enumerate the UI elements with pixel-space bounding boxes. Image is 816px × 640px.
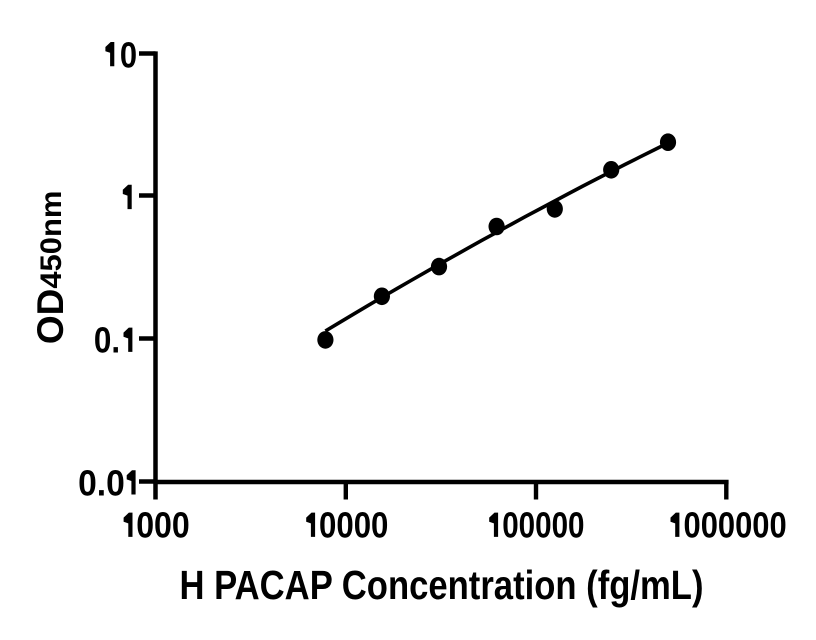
svg-text:H PACAP Concentration (fg/mL): H PACAP Concentration (fg/mL) xyxy=(180,562,704,608)
svg-text:000000: 000000 xyxy=(684,505,787,546)
svg-text:00000: 00000 xyxy=(502,505,584,546)
svg-text:000: 000 xyxy=(136,505,190,546)
svg-text:0.0: 0.0 xyxy=(78,462,125,503)
svg-text:0: 0 xyxy=(120,34,137,75)
svg-text:0.: 0. xyxy=(94,319,120,360)
svg-text:OD450nm: OD450nm xyxy=(30,191,71,345)
svg-text:0000: 0000 xyxy=(319,505,388,546)
